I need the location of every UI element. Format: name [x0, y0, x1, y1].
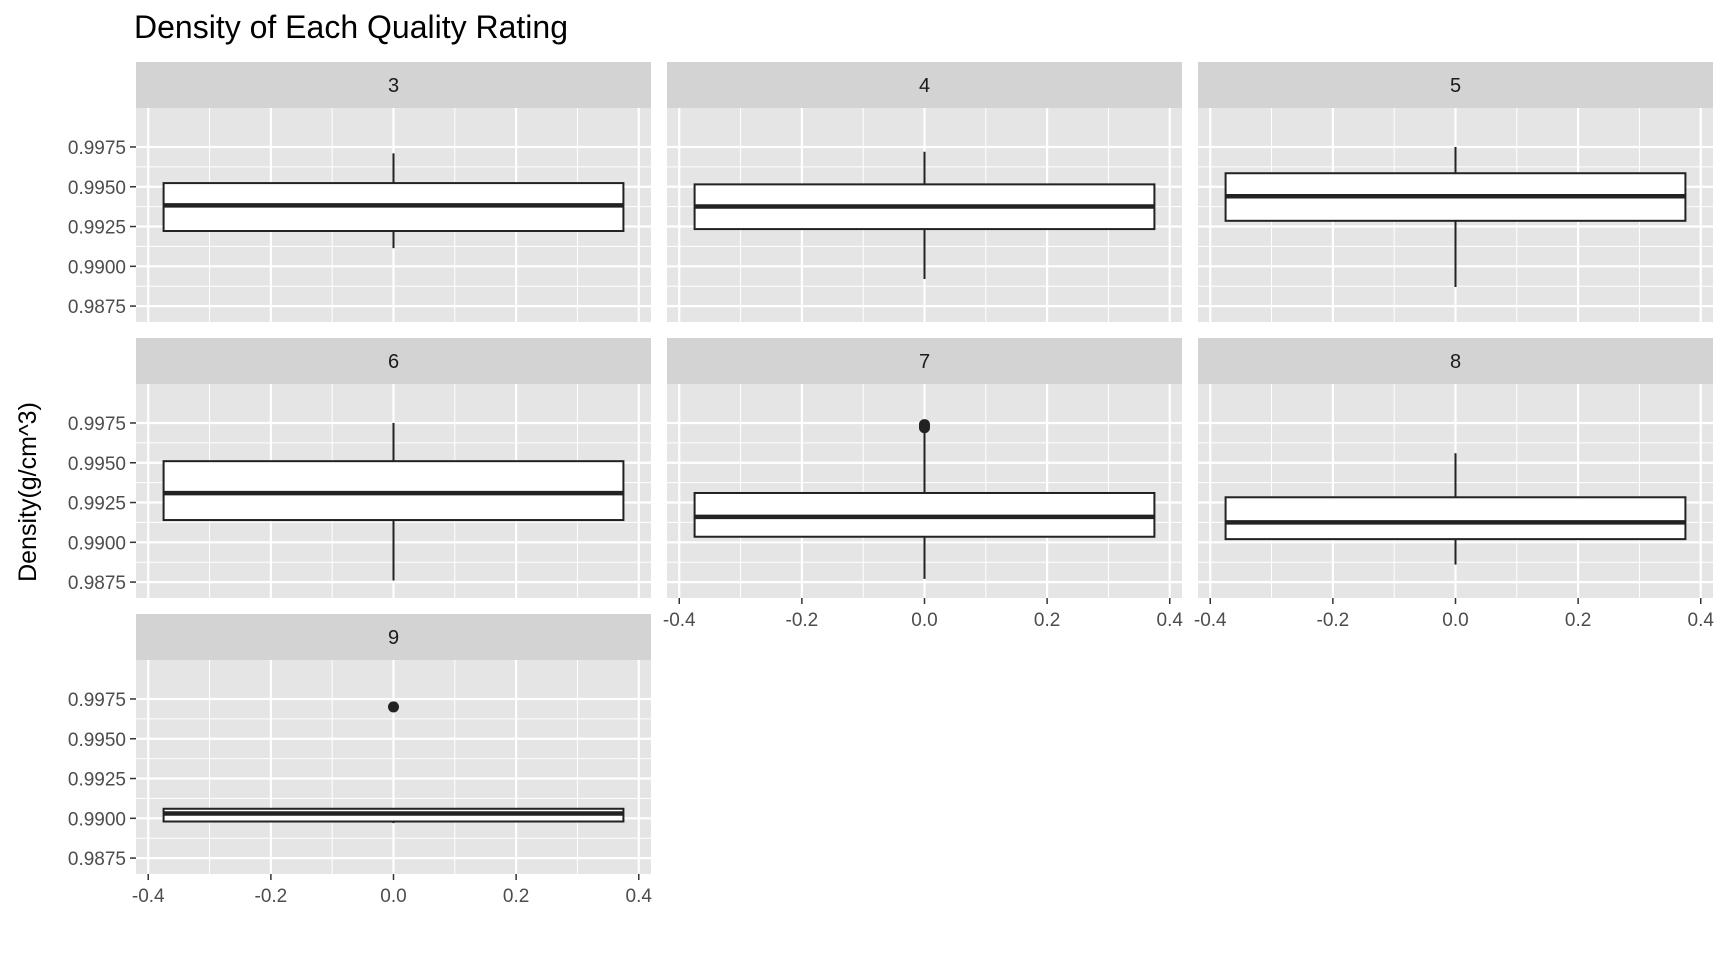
- x-tick-label: 0.2: [503, 886, 529, 907]
- facet-strip: [136, 338, 651, 384]
- y-tick-label: 0.9950: [68, 178, 126, 199]
- facet-strip: [1198, 338, 1713, 384]
- facet-strip-label: 9: [388, 627, 399, 649]
- chart-title: Density of Each Quality Rating: [134, 9, 568, 45]
- outlier-point: [919, 419, 930, 431]
- facet-strip: [1198, 62, 1713, 108]
- y-tick-label: 0.9875: [68, 297, 126, 318]
- y-tick-label: 0.9975: [68, 138, 126, 159]
- x-tick-label: 0.0: [380, 886, 406, 907]
- x-tick-label: 0.4: [1157, 610, 1184, 631]
- facet-panel-9: 9 0.9875 0.9900 0.9925 0.9950 0.9975 -0.4 -0.2 0…: [68, 614, 652, 907]
- y-tick-label: 0.9875: [68, 573, 126, 594]
- y-tick-label: 0.9900: [68, 533, 126, 554]
- facet-panel-7: 7 -0.4 -0.2 0.0 0.2 0.4: [663, 338, 1183, 631]
- x-tick-label: 0.0: [1442, 610, 1468, 631]
- x-tick-label: -0.4: [1194, 610, 1227, 631]
- y-tick-label: 0.9925: [68, 218, 126, 239]
- facet-panel-3: 3 0.9875 0.9900 0.9925 0.9950 0.9975: [68, 62, 651, 322]
- x-tick-label: 0.2: [1565, 610, 1591, 631]
- x-tick-label: 0.2: [1034, 610, 1060, 631]
- y-tick-label: 0.9975: [68, 690, 126, 711]
- y-axis-title: Density(g/cm^3): [14, 402, 42, 582]
- x-tick-label: -0.4: [132, 886, 165, 907]
- y-tick-label: 0.9900: [68, 257, 126, 278]
- facet-strip: [136, 614, 651, 660]
- outlier-point: [388, 701, 399, 713]
- y-tick-label: 0.9875: [68, 849, 126, 870]
- y-tick-label: 0.9900: [68, 809, 126, 830]
- x-tick-label: 0.4: [626, 886, 653, 907]
- box-iqr: [162, 460, 625, 522]
- facet-panel-4: 4: [667, 62, 1182, 322]
- y-tick-label: 0.9950: [68, 730, 126, 751]
- facet-strip: [667, 338, 1182, 384]
- facet-strip-label: 6: [388, 351, 399, 373]
- y-tick-label: 0.9975: [68, 414, 126, 435]
- facet-panel-5: 5: [1198, 62, 1713, 322]
- facet-strip-label: 5: [1450, 75, 1461, 97]
- x-tick-label: -0.2: [255, 886, 288, 907]
- facet-strip-label: 8: [1450, 351, 1461, 373]
- x-tick-label: -0.2: [786, 610, 819, 631]
- facet-panel-6: 6 0.9875 0.9900 0.9925 0.9950 0.9975: [68, 338, 651, 598]
- facet-strip-label: 3: [388, 75, 399, 97]
- x-tick-label: 0.0: [911, 610, 937, 631]
- facet-strip-label: 4: [919, 75, 930, 97]
- x-tick-label: -0.2: [1317, 610, 1350, 631]
- y-tick-label: 0.9925: [68, 770, 126, 791]
- y-tick-label: 0.9950: [68, 454, 126, 475]
- facet-strip: [136, 62, 651, 108]
- x-tick-label: 0.4: [1688, 610, 1715, 631]
- facet-strip-label: 7: [919, 351, 930, 373]
- x-tick-label: -0.4: [663, 610, 696, 631]
- box-iqr: [1224, 496, 1687, 541]
- y-tick-label: 0.9925: [68, 494, 126, 515]
- facet-panels: 3 0.9875 0.9900 0.9925 0.9950 0.9975 4 5 6 0.9875…: [68, 62, 1714, 907]
- facet-strip: [667, 62, 1182, 108]
- facet-panel-8: 8 -0.4 -0.2 0.0 0.2 0.4: [1194, 338, 1714, 631]
